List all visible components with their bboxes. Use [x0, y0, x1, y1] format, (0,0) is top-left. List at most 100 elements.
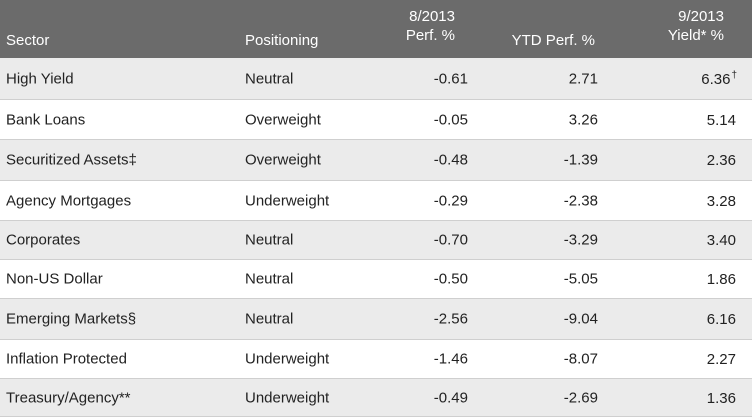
positioning-cell-text: Underweight — [245, 350, 330, 368]
header-yield: 9/2013 Yield* % — [668, 7, 724, 45]
positioning-cell: Neutral — [245, 271, 293, 288]
sector-cell-text: Securitized Assets‡ — [6, 151, 137, 169]
ytd-perf-cell-text: -1.39 — [563, 151, 598, 169]
positioning-cell: Underweight — [245, 389, 329, 406]
yield-cell: 1.86 — [707, 270, 737, 288]
yield-cell: 2.36 — [707, 151, 737, 169]
positioning-cell-text: Underweight — [245, 192, 330, 209]
monthly-perf-cell-text: -1.46 — [433, 350, 468, 368]
table-row: High Yield Neutral -0.61 2.71 6.36† — [0, 58, 752, 100]
header-sector: Sector — [6, 32, 50, 49]
sector-cell: Inflation Protected — [6, 351, 127, 368]
ytd-perf-cell: 2.71 — [569, 70, 598, 87]
table-row: Securitized Assets‡ Overweight -0.48 -1.39 2… — [0, 140, 752, 181]
positioning-cell: Neutral — [245, 311, 293, 328]
table-row: Inflation Protected Underweight -1.46 -8.07… — [0, 340, 752, 379]
monthly-perf-cell: -0.29 — [434, 192, 468, 209]
table-header: Sector Positioning 8/2013 Perf. % YTD Pe… — [0, 0, 752, 58]
ytd-perf-cell-text: -5.05 — [563, 270, 598, 288]
positioning-cell: Underweight — [245, 192, 329, 209]
monthly-perf-cell-text: -2.56 — [433, 310, 468, 328]
yield-cell: 3.28 — [707, 192, 737, 210]
table-row: Non-US Dollar Neutral -0.50 -5.05 1.86 — [0, 260, 752, 299]
yield-cell: 6.36† — [701, 70, 737, 88]
positioning-cell: Underweight — [245, 351, 329, 368]
yield-cell-text: 2.27 — [706, 351, 736, 368]
header-perf-label: Perf. % — [405, 27, 455, 44]
yield-cell: 2.27 — [707, 350, 737, 368]
sector-cell: Bank Loans — [6, 111, 85, 128]
ytd-perf-cell: 3.26 — [569, 111, 598, 128]
header-perf-date: 8/2013 — [409, 8, 455, 25]
monthly-perf-cell-text: -0.61 — [433, 70, 468, 87]
sector-cell: Non-US Dollar — [6, 271, 103, 288]
ytd-perf-cell-text: 3.26 — [568, 111, 598, 128]
sector-cell-text: Bank Loans — [6, 111, 86, 128]
positioning-cell: Neutral — [245, 70, 293, 87]
positioning-cell-text: Overweight — [245, 151, 321, 169]
ytd-perf-cell-text: 2.71 — [568, 70, 598, 87]
positioning-cell: Overweight — [245, 152, 321, 169]
header-monthly-perf: 8/2013 Perf. % — [406, 7, 455, 45]
monthly-perf-cell-text: -0.05 — [433, 111, 468, 128]
header-ytd-perf: YTD Perf. % — [511, 32, 595, 49]
monthly-perf-cell-text: -0.29 — [433, 192, 468, 209]
yield-cell-text: 6.16 — [706, 311, 736, 328]
yield-cell-text: 1.86 — [706, 271, 736, 288]
sector-cell: Treasury/Agency** — [6, 389, 131, 406]
ytd-perf-cell: -9.04 — [564, 311, 598, 328]
ytd-perf-cell-text: -8.07 — [563, 350, 598, 368]
ytd-perf-cell-text: -9.04 — [563, 310, 598, 328]
sector-cell: Corporates — [6, 232, 80, 249]
header-positioning: Positioning — [245, 32, 319, 49]
monthly-perf-cell: -0.50 — [434, 271, 468, 288]
positioning-cell-text: Neutral — [245, 310, 294, 328]
ytd-perf-cell: -2.69 — [564, 389, 598, 406]
yield-cell-text: 3.40 — [706, 232, 736, 249]
positioning-cell-text: Neutral — [245, 70, 294, 87]
ytd-perf-cell-text: -2.38 — [563, 192, 598, 209]
ytd-perf-cell-text: -3.29 — [563, 231, 598, 249]
positioning-cell-text: Neutral — [245, 231, 294, 249]
monthly-perf-cell: -0.48 — [434, 152, 468, 169]
table-row: Emerging Markets§ Neutral -2.56 -9.04 6.16 — [0, 299, 752, 340]
yield-cell-text: 1.36 — [706, 389, 736, 407]
sector-cell-text: Non-US Dollar — [6, 270, 103, 288]
monthly-perf-cell-text: -0.70 — [433, 231, 468, 249]
yield-cell: 1.36 — [707, 389, 737, 407]
positioning-cell: Overweight — [245, 111, 321, 128]
monthly-perf-cell: -0.70 — [434, 232, 468, 249]
yield-cell: 6.16 — [707, 310, 737, 328]
table-row: Corporates Neutral -0.70 -3.29 3.40 — [0, 221, 752, 260]
ytd-perf-cell: -3.29 — [564, 232, 598, 249]
monthly-perf-cell: -0.61 — [434, 70, 468, 87]
positioning-cell-text: Neutral — [245, 270, 294, 288]
yield-cell-text: 5.14 — [706, 111, 736, 129]
sector-cell-text: Agency Mortgages — [6, 192, 132, 209]
sector-cell: Emerging Markets§ — [6, 311, 136, 328]
monthly-perf-cell-text: -0.49 — [433, 389, 468, 406]
header-yield-date: 9/2013 — [678, 8, 724, 25]
monthly-perf-cell-text: -0.48 — [433, 151, 468, 169]
table-row: Agency Mortgages Underweight -0.29 -2.38 3.2… — [0, 181, 752, 221]
ytd-perf-cell: -1.39 — [564, 152, 598, 169]
sector-cell-text: Inflation Protected — [6, 350, 127, 368]
sector-cell: High Yield — [6, 70, 74, 87]
positioning-cell: Neutral — [245, 232, 293, 249]
yield-cell: 3.40 — [707, 231, 737, 249]
table-row: Treasury/Agency** Underweight -0.49 -2.69 1.… — [0, 379, 752, 417]
yield-cell-text: 3.28 — [706, 192, 736, 210]
sector-cell: Agency Mortgages — [6, 192, 131, 209]
positioning-cell-text: Underweight — [245, 389, 330, 406]
sector-cell-text: High Yield — [6, 70, 74, 87]
yield-cell-text: 2.36 — [706, 152, 736, 169]
monthly-perf-cell: -0.49 — [434, 389, 468, 406]
ytd-perf-cell-text: -2.69 — [563, 389, 598, 406]
monthly-perf-cell: -1.46 — [434, 351, 468, 368]
yield-cell-text: 6.36 — [701, 70, 731, 88]
yield-cell: 5.14 — [707, 111, 737, 129]
ytd-perf-cell: -5.05 — [564, 271, 598, 288]
sector-cell: Securitized Assets‡ — [6, 152, 137, 169]
header-yield-label: Yield* % — [667, 27, 724, 44]
